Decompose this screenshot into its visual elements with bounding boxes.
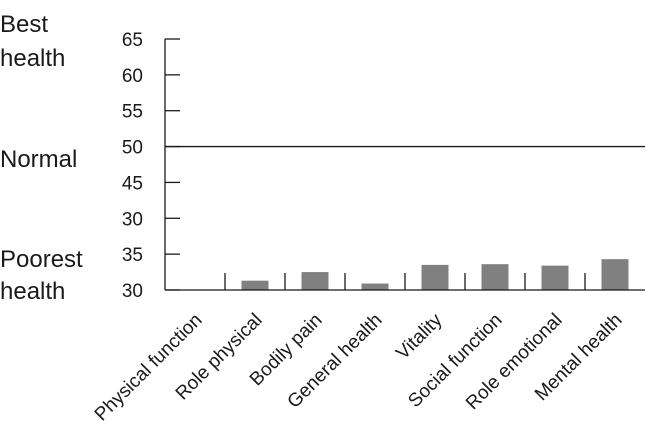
y-axis: 30 35 30 45 50 55 60 65 [122, 30, 645, 302]
x-tick-label: Physical function [91, 310, 207, 426]
bar [481, 264, 509, 290]
bar [601, 259, 629, 290]
y-tick-label: 30 [122, 281, 143, 302]
bar [361, 283, 389, 290]
y-tick-label: 35 [122, 245, 143, 266]
normal-label: Normal [0, 146, 77, 173]
poorest-label-line1: Poorest [0, 246, 83, 273]
y-tick-label: 50 [122, 138, 143, 159]
side-labels: Best health Normal Poorest health [0, 11, 83, 305]
bar [241, 280, 269, 290]
poorest-label-line2: health [0, 278, 65, 305]
bar [541, 265, 569, 290]
y-tick-label: 45 [122, 173, 143, 194]
y-tick-label: 55 [122, 102, 143, 123]
y-tick-label: 30 [122, 209, 143, 230]
x-tick-label: Vitality [392, 309, 447, 364]
best-label-line1: Best [0, 11, 48, 38]
bars [241, 259, 629, 290]
best-label-line2: health [0, 45, 65, 72]
bar [301, 272, 329, 290]
y-tick-label: 65 [122, 30, 143, 51]
bar [421, 264, 449, 290]
y-tick-label: 60 [122, 66, 143, 87]
x-axis [165, 273, 645, 291]
